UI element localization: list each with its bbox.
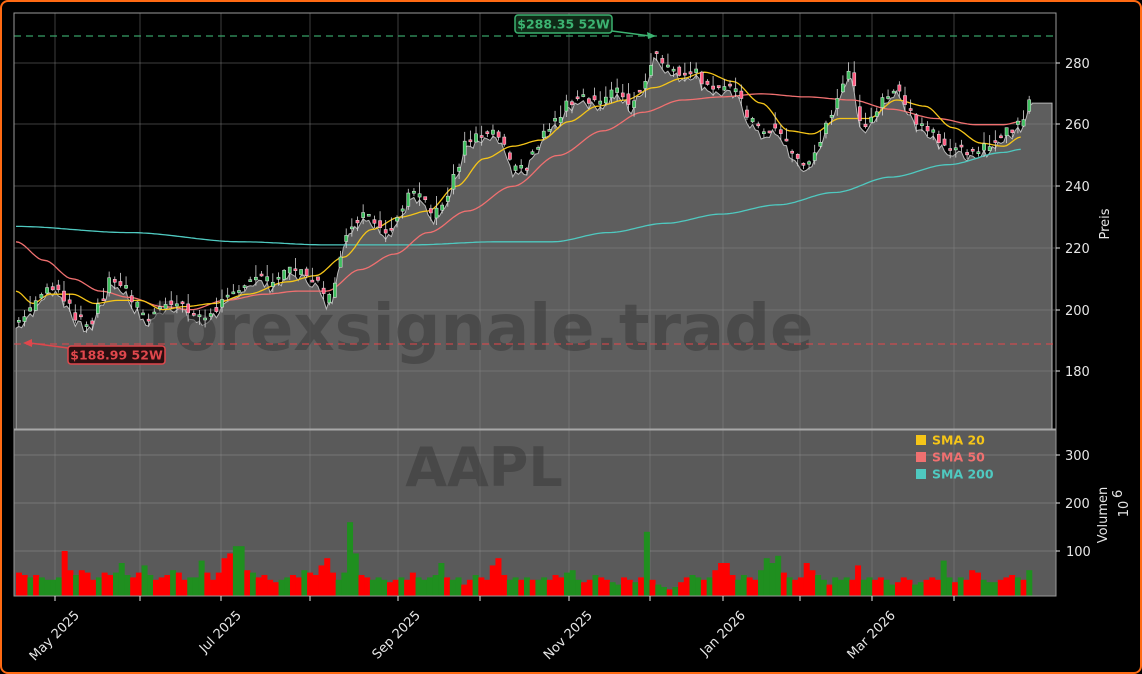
low-arrowhead-icon (23, 339, 32, 347)
volume-tick-300: 300 (1065, 449, 1090, 464)
price-tick-280: 280 (1065, 57, 1090, 72)
high-arrow-icon (611, 30, 651, 37)
volume-unit-base: 10 (1117, 501, 1132, 518)
candlesticks (16, 50, 1032, 333)
volume-unit: 10 6 (1111, 490, 1132, 518)
volume-axis: 100 200 300 (1056, 449, 1091, 560)
legend-swatch-sma20 (916, 435, 926, 445)
volume-tick-100: 100 (1066, 545, 1091, 560)
low-annotation-label: $188.99 52W (70, 348, 163, 363)
price-tick-240: 240 (1065, 180, 1090, 195)
watermark-site: forexsignale.trade (147, 292, 814, 366)
grid-lines (14, 13, 1056, 596)
volume-tick-200: 200 (1065, 497, 1090, 512)
x-tick-mar-2026: Mar 2026 (845, 608, 899, 662)
legend: SMA 20 SMA 50 SMA 200 (916, 433, 994, 482)
price-tick-260: 260 (1065, 118, 1090, 133)
high-annotation-label: $288.35 52W (517, 17, 610, 32)
volume-axis-title: Volumen (1096, 487, 1111, 544)
legend-swatch-sma200 (916, 469, 926, 479)
sma-20-line (15, 71, 1021, 311)
x-tick-may-2025: May 2025 (27, 608, 83, 664)
price-axis-title: Preis (1098, 208, 1113, 239)
low-annotation-box (67, 345, 166, 365)
price-tick-200: 200 (1065, 304, 1090, 319)
volume-panel-bg (14, 430, 1056, 596)
x-tick-jan-2026: Jan 2026 (697, 608, 749, 660)
watermark-ticker: AAPL (405, 436, 563, 499)
high-arrowhead-icon (647, 32, 656, 39)
volume-unit-exp: 6 (1111, 490, 1126, 498)
low-arrow-icon (29, 342, 69, 349)
legend-label-sma20: SMA 20 (932, 433, 985, 448)
x-tick-jul-2025: Jul 2025 (196, 608, 245, 657)
x-tick-nov-2025: Nov 2025 (541, 608, 596, 663)
price-tick-180: 180 (1065, 365, 1090, 380)
legend-swatch-sma50 (916, 452, 926, 462)
legend-label-sma200: SMA 200 (932, 467, 994, 482)
sma-200-line (16, 148, 1021, 246)
x-axis (54, 596, 955, 601)
volume-bars (16, 522, 1033, 596)
price-axis: 180 200 220 240 260 280 (1056, 57, 1090, 380)
price-tick-220: 220 (1065, 242, 1090, 257)
price-area-fill (15, 56, 1053, 430)
sma-50-line (15, 93, 1021, 311)
high-annotation-box (514, 14, 613, 34)
x-tick-sep-2025: Sep 2025 (370, 608, 424, 662)
legend-label-sma50: SMA 50 (932, 450, 985, 465)
